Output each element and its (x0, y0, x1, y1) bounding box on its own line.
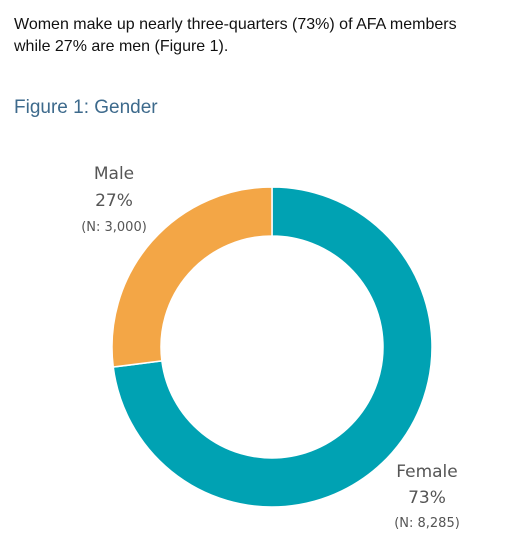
slice-male (111, 186, 273, 368)
male-label-percent: 27% (95, 191, 133, 211)
intro-text: Women make up nearly three-quarters (73%… (14, 14, 524, 58)
intro-line-1: Women make up nearly three-quarters (73%… (14, 16, 457, 33)
female-label-name: Female (396, 462, 457, 482)
male-label-count: (N: 3,000) (81, 220, 147, 235)
female-label: Female 73% (N: 8,285) (394, 462, 460, 531)
male-label: Male 27% (N: 3,000) (81, 164, 147, 235)
intro-line-2: while 27% are men (Figure 1). (14, 38, 229, 55)
slice-female (112, 186, 433, 508)
female-label-count: (N: 8,285) (394, 516, 460, 531)
male-label-name: Male (94, 164, 134, 184)
donut-slices (111, 186, 433, 508)
female-label-percent: 73% (408, 488, 446, 508)
figure-title: Figure 1: Gender (14, 97, 158, 118)
